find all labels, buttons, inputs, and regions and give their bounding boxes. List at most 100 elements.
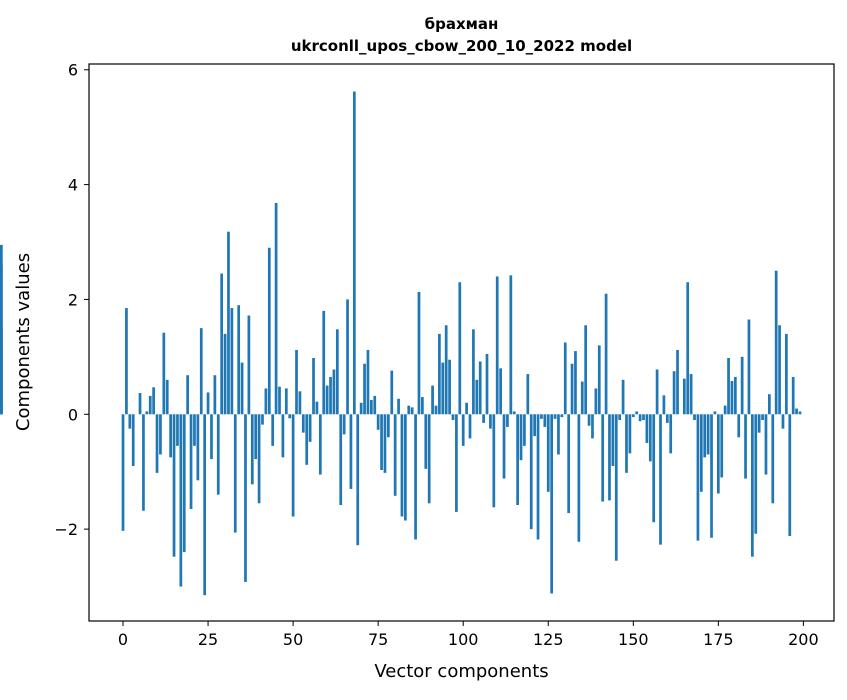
bar-13 xyxy=(165,379,169,415)
bar-132 xyxy=(570,363,574,415)
bar-91 xyxy=(431,385,434,415)
bar-122 xyxy=(536,414,540,540)
bar-151 xyxy=(635,411,639,415)
bar-171 xyxy=(703,414,707,458)
bar-30 xyxy=(223,333,227,415)
x-tick-label: 75 xyxy=(368,630,388,649)
bar-61 xyxy=(329,376,332,415)
bar-195 xyxy=(785,333,788,415)
bar-148 xyxy=(625,414,628,473)
bar-82 xyxy=(400,414,404,517)
bar-53 xyxy=(301,414,305,433)
bar-72 xyxy=(366,349,370,415)
bar-37 xyxy=(247,315,251,415)
bar-103 xyxy=(472,329,475,415)
bar-184 xyxy=(747,319,751,415)
bar-124 xyxy=(543,414,547,427)
y-tick-label: 0 xyxy=(68,405,78,424)
bar-173 xyxy=(710,414,713,538)
bar-186 xyxy=(754,414,758,534)
bar-198 xyxy=(795,408,798,415)
bar-118 xyxy=(523,414,526,446)
bar-65 xyxy=(342,414,346,435)
y-ticks-group: −2 0 2 4 6 xyxy=(54,61,89,539)
bar-115 xyxy=(512,411,516,415)
bar-138 xyxy=(591,414,594,439)
bar-64 xyxy=(339,414,343,506)
bar-90 xyxy=(427,414,431,504)
bar-76 xyxy=(380,414,383,470)
bar-51 xyxy=(295,349,298,415)
bar-161 xyxy=(669,414,673,454)
bar-179 xyxy=(730,380,734,415)
bar-79 xyxy=(390,370,394,415)
bar-74 xyxy=(373,395,377,415)
bar-55 xyxy=(308,414,312,442)
bar-120 xyxy=(529,414,533,530)
y-tick-label: 6 xyxy=(68,61,78,80)
bar-159 xyxy=(662,395,666,415)
bar-69 xyxy=(356,414,360,546)
bar-84 xyxy=(407,405,411,415)
bar-41 xyxy=(261,414,264,425)
bar-24 xyxy=(203,414,207,596)
bar-157 xyxy=(655,369,659,415)
bar-180 xyxy=(733,376,737,415)
bar-45 xyxy=(274,202,278,415)
bar-178 xyxy=(727,358,730,415)
x-tick-label: 0 xyxy=(118,630,128,649)
x-tick-label: 25 xyxy=(198,630,218,649)
bar-156 xyxy=(652,414,656,523)
bar-162 xyxy=(672,371,676,415)
bar-66 xyxy=(346,299,349,415)
bar-142 xyxy=(604,293,608,415)
bar-96 xyxy=(448,359,451,415)
bar-104 xyxy=(475,379,479,415)
bar-35 xyxy=(240,362,244,415)
bar-168 xyxy=(693,414,696,421)
bar-189 xyxy=(764,414,768,475)
bar-7 xyxy=(145,411,149,415)
bar-170 xyxy=(699,414,703,492)
x-tick-label: 175 xyxy=(703,630,734,649)
bar-101 xyxy=(465,402,468,415)
bar-18 xyxy=(182,414,186,553)
x-axis-label: Vector components xyxy=(374,661,548,682)
y-tick-label: −2 xyxy=(54,520,78,539)
bar-undefined xyxy=(0,244,3,415)
bar-129 xyxy=(560,414,564,418)
bar-44 xyxy=(271,414,275,446)
chart-title-line2: ukrconll_upos_cbow_200_10_2022 model xyxy=(291,37,632,55)
bar-158 xyxy=(659,414,662,545)
bar-183 xyxy=(744,414,747,479)
bar-71 xyxy=(363,363,366,415)
bar-98 xyxy=(455,414,458,512)
bar-128 xyxy=(557,414,560,455)
bar-146 xyxy=(618,414,622,421)
bar-33 xyxy=(233,414,237,533)
bar-133 xyxy=(574,351,577,415)
bar-99 xyxy=(458,282,462,415)
bar-160 xyxy=(665,414,669,423)
bar-52 xyxy=(298,391,302,415)
bar-143 xyxy=(608,414,611,501)
bar-190 xyxy=(768,394,771,415)
bar-70 xyxy=(359,402,363,415)
bar-112 xyxy=(502,414,506,479)
x-ticks-group: 0 25 50 75 100 125 150 175 200 xyxy=(118,621,819,649)
bar-86 xyxy=(414,414,417,540)
bar-191 xyxy=(771,414,775,504)
bar-127 xyxy=(553,414,557,419)
bar-31 xyxy=(227,231,230,415)
bar-102 xyxy=(468,414,472,439)
axes-frame xyxy=(88,63,835,622)
bar-29 xyxy=(220,273,224,415)
bar-121 xyxy=(533,414,536,437)
bar-106 xyxy=(482,414,485,423)
bar-126 xyxy=(550,414,554,594)
bar-108 xyxy=(489,414,492,429)
bar-192 xyxy=(774,270,778,415)
bar-136 xyxy=(584,325,588,415)
x-tick-label: 150 xyxy=(618,630,649,649)
